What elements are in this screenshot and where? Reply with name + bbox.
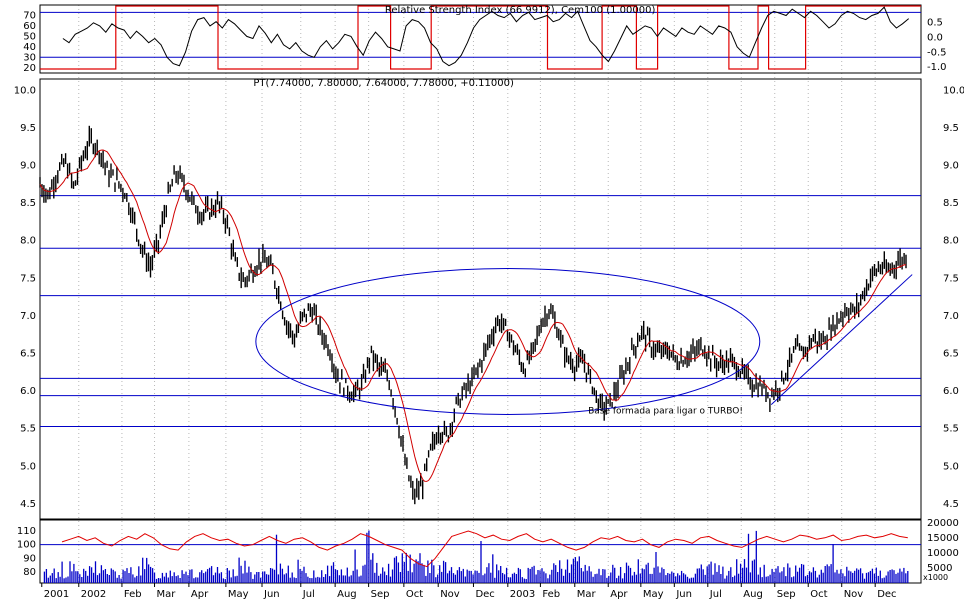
volume-panel: 110 100 90 80 20000 15000 10000 5000 x1000 — [17, 518, 959, 584]
x-tick-label: 2002 — [81, 589, 106, 599]
price-title: PT(7.74000, 7.80000, 7.64000, 7.78000, +… — [253, 78, 514, 89]
price-right-tick-label: 9.5 — [943, 123, 959, 134]
price-tick-label: 7.5 — [20, 273, 36, 284]
rsi-right-axis: 0.5 0.0 -0.5 -1.0 — [927, 18, 947, 73]
x-tick-label: Oct — [406, 589, 423, 599]
price-right-axis: 10.0 9.5 9.0 8.5 8.0 7.5 7.0 6.5 6.0 5.5 5.0 4.5 — [943, 85, 964, 510]
price-right-tick-label: 4.5 — [943, 499, 959, 510]
price-tick-label: 4.5 — [20, 499, 36, 510]
price-frame — [39, 78, 922, 520]
price-right-tick-label: 7.0 — [943, 311, 959, 322]
price-left-axis: 10.0 9.5 9.0 8.5 8.0 7.5 7.0 6.5 6.0 5.5 5.0 4.5 — [14, 85, 36, 510]
rsi-frame — [39, 4, 922, 74]
x-tick-label: Sep — [777, 589, 796, 599]
price-right-tick-label: 10.0 — [943, 85, 964, 96]
price-tick-label: 8.5 — [20, 198, 36, 209]
volume-left-tick-label: 100 — [17, 540, 36, 551]
x-tick-label: Jul — [709, 589, 722, 599]
volume-bars — [43, 530, 909, 583]
volume-right-tick-label: 15000 — [927, 533, 959, 544]
x-tick-label: Apr — [191, 589, 209, 599]
x-tick-label: Apr — [610, 589, 628, 599]
x-tick-label: 2001 — [44, 589, 69, 599]
volume-right-tick-label: 10000 — [927, 548, 959, 559]
x-axis: 2001 2002 Feb Mar Apr May Jun Jul Aug Sep Oct Nov De… — [41, 583, 897, 600]
price-right-tick-label: 5.5 — [943, 424, 959, 435]
price-tick-label: 8.0 — [20, 236, 36, 247]
price-tick-label: 9.0 — [20, 160, 36, 171]
price-tick-label: 6.5 — [20, 349, 36, 360]
price-tick-label: 6.0 — [20, 386, 36, 397]
x-tick-label: Oct — [810, 589, 827, 599]
price-right-tick-label: 6.5 — [943, 349, 959, 360]
x-tick-label: Jun — [263, 589, 280, 599]
volume-left-axis: 110 100 90 80 — [17, 526, 36, 578]
rsi-tick-label: 40 — [23, 42, 36, 53]
rsi-right-tick-label: -0.5 — [927, 47, 947, 58]
rsi-right-tick-label: 0.0 — [927, 33, 943, 44]
price-tick-label: 7.0 — [20, 311, 36, 322]
rsi-tick-label: 30 — [23, 52, 36, 63]
x-tick-label: Mar — [577, 589, 597, 599]
vertical-gridlines — [78, 5, 876, 583]
rsi-title: Relative Strength Index (66.9912), Cem10… — [385, 5, 656, 16]
uptrend-line — [770, 274, 913, 406]
price-right-tick-label: 6.0 — [943, 386, 959, 397]
volume-unit-label: x1000 — [923, 573, 948, 582]
cem100-step-line — [40, 5, 921, 70]
x-tick-label: Dec — [475, 589, 494, 599]
price-tick-label: 5.0 — [20, 461, 36, 472]
rsi-tick-label: 60 — [23, 21, 36, 32]
volume-right-axis: 20000 15000 10000 5000 — [927, 518, 959, 574]
x-tick-label: Mar — [157, 589, 177, 599]
price-tick-label: 10.0 — [14, 85, 36, 96]
price-right-tick-label: 5.0 — [943, 461, 959, 472]
volume-left-tick-label: 80 — [23, 567, 36, 578]
price-right-tick-label: 8.0 — [943, 236, 959, 247]
x-tick-label: May — [643, 589, 664, 599]
x-tick-label: Feb — [542, 589, 560, 599]
rsi-level-lines — [40, 11, 921, 58]
price-panel: 10.0 9.5 9.0 8.5 8.0 7.5 7.0 6.5 6.0 5.5 5.0 4.5 10… — [14, 78, 964, 520]
rsi-tick-label: 70 — [23, 10, 36, 21]
volume-right-tick-label: 5000 — [927, 563, 952, 574]
moving-average-line — [39, 149, 907, 482]
x-tick-label: Aug — [743, 589, 763, 599]
x-tick-label: Nov — [440, 589, 460, 599]
volume-left-tick-label: 110 — [17, 526, 36, 537]
x-tick-label: Nov — [844, 589, 864, 599]
x-tick-label: Jun — [675, 589, 692, 599]
volume-oscillator-line — [61, 530, 908, 568]
rsi-right-tick-label: -1.0 — [927, 62, 947, 73]
price-right-tick-label: 8.5 — [943, 198, 959, 209]
x-tick-label: Feb — [124, 589, 142, 599]
x-tick-label: Jul — [302, 589, 315, 599]
price-right-tick-label: 7.5 — [943, 273, 959, 284]
price-tick-label: 9.5 — [20, 123, 36, 134]
rsi-right-tick-label: 0.5 — [927, 18, 943, 29]
volume-left-tick-label: 90 — [23, 553, 36, 564]
x-tick-label: 2003 — [510, 589, 535, 599]
x-tick-label: Sep — [371, 589, 390, 599]
rsi-tick-label: 50 — [23, 31, 36, 42]
x-tick-label: May — [228, 589, 249, 599]
volume-right-tick-label: 20000 — [927, 518, 959, 529]
x-tick-label: Dec — [877, 589, 896, 599]
base-annotation: Base formada para ligar o TURBO! — [588, 407, 743, 417]
rsi-line — [62, 6, 910, 67]
base-ellipse — [255, 268, 761, 415]
price-tick-label: 5.5 — [20, 424, 36, 435]
x-tick-label: Aug — [337, 589, 357, 599]
rsi-tick-label: 20 — [23, 63, 36, 74]
price-right-tick-label: 9.0 — [943, 160, 959, 171]
